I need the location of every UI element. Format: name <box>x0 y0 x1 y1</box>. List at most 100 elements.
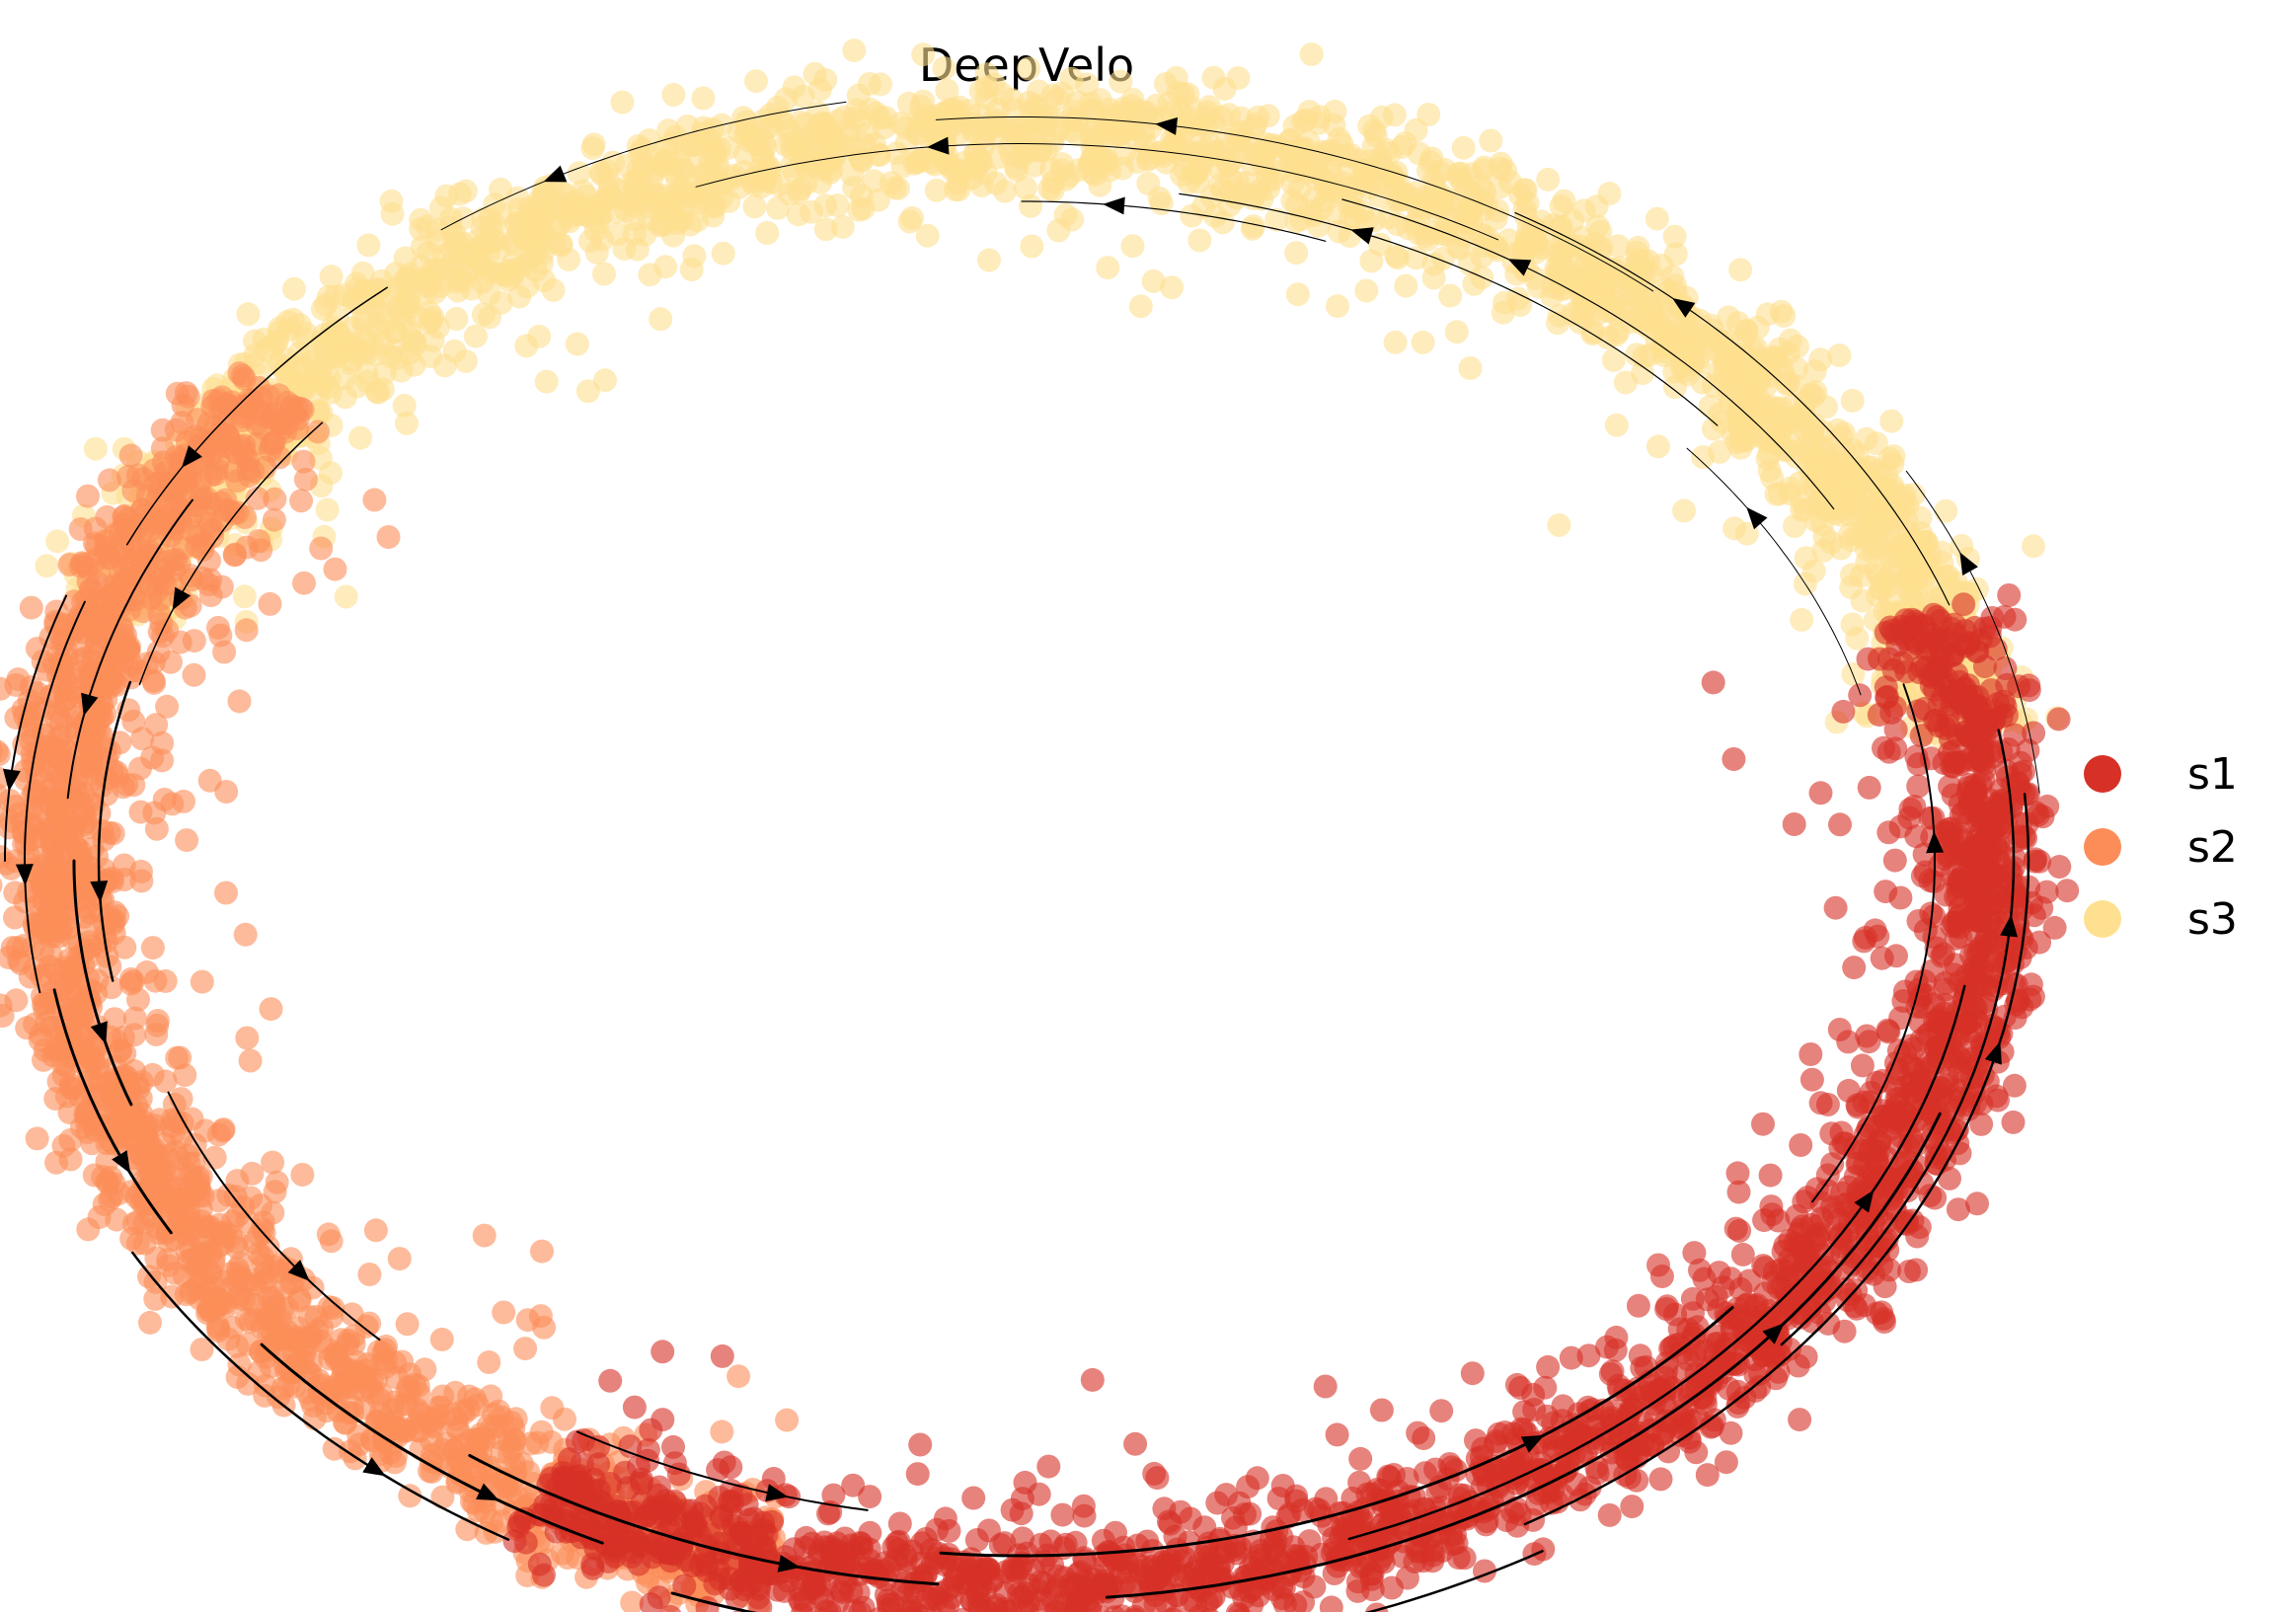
point-s2 <box>183 1180 207 1204</box>
point-s3 <box>911 89 936 114</box>
point-s3 <box>268 351 292 376</box>
point-s3 <box>1492 290 1517 315</box>
point-s1 <box>1123 1431 1148 1456</box>
point-s3 <box>1541 213 1566 237</box>
point-s2 <box>93 535 117 560</box>
point-s3 <box>665 168 690 192</box>
point-s3 <box>1831 491 1856 515</box>
point-s3 <box>565 332 589 356</box>
point-s2 <box>253 1262 277 1285</box>
point-s3 <box>393 246 418 270</box>
point-s3 <box>567 161 591 186</box>
point-s3 <box>514 230 538 255</box>
point-s2 <box>259 997 283 1022</box>
point-s3 <box>1878 589 1902 614</box>
point-s3 <box>35 554 59 578</box>
point-s1 <box>1319 1595 1343 1612</box>
point-s2 <box>309 536 334 561</box>
point-s3 <box>425 315 450 340</box>
point-s1 <box>622 1395 647 1420</box>
point-s3 <box>1235 171 1260 194</box>
point-s2 <box>19 595 43 620</box>
point-s3 <box>1357 114 1382 138</box>
point-s3 <box>463 324 488 348</box>
point-s3 <box>1096 256 1120 280</box>
point-s3 <box>466 228 491 253</box>
point-s1 <box>710 1343 734 1368</box>
point-s2 <box>197 1262 221 1285</box>
point-s2 <box>74 809 99 834</box>
point-s3 <box>661 83 686 107</box>
point-s3 <box>977 248 1001 272</box>
point-s3 <box>800 199 824 224</box>
point-s3 <box>1147 186 1172 210</box>
point-s3 <box>999 88 1024 113</box>
point-s2 <box>98 1188 122 1212</box>
point-s2 <box>306 420 330 444</box>
point-s2 <box>236 448 261 473</box>
point-s3 <box>379 189 404 213</box>
point-s3 <box>1285 282 1310 307</box>
point-s3 <box>1549 193 1573 218</box>
point-s3 <box>392 393 417 418</box>
point-s3 <box>474 262 498 286</box>
point-s3 <box>268 316 292 341</box>
point-s3 <box>514 334 539 358</box>
point-s3 <box>1892 483 1917 507</box>
point-s3 <box>1645 206 1669 231</box>
point-s2 <box>145 1009 170 1033</box>
point-s3 <box>1631 249 1655 273</box>
point-s2 <box>360 1428 385 1453</box>
point-s3 <box>83 436 108 461</box>
point-s2 <box>44 1150 68 1175</box>
point-s3 <box>510 254 535 278</box>
point-s3 <box>1046 218 1071 243</box>
point-s2 <box>203 462 228 487</box>
point-s2 <box>138 1310 162 1335</box>
point-s3 <box>935 78 959 103</box>
point-s3 <box>534 369 559 394</box>
point-s2 <box>121 583 146 608</box>
point-s3 <box>744 69 768 94</box>
point-s2 <box>492 1300 516 1325</box>
point-s1 <box>1997 583 2022 607</box>
point-s2 <box>263 487 287 511</box>
point-s3 <box>419 345 442 368</box>
point-s3 <box>558 209 582 234</box>
point-s2 <box>513 1337 538 1361</box>
point-s3 <box>517 195 542 220</box>
point-s3 <box>1812 524 1837 549</box>
point-s3 <box>759 115 783 138</box>
point-s3 <box>974 62 999 87</box>
point-s3 <box>429 195 453 220</box>
point-s2 <box>99 1165 123 1190</box>
point-s3 <box>1421 266 1446 290</box>
point-s3 <box>1662 224 1687 249</box>
point-s2 <box>265 1170 289 1194</box>
point-s2 <box>68 517 93 541</box>
point-s3 <box>1199 185 1224 209</box>
point-s3 <box>409 217 433 241</box>
point-s2 <box>258 438 282 463</box>
point-s3 <box>1540 283 1564 308</box>
point-s3 <box>1814 395 1838 420</box>
point-s3 <box>333 385 357 410</box>
point-s1 <box>1080 1367 1105 1392</box>
point-s3 <box>1432 158 1457 182</box>
point-s3 <box>1458 356 1483 380</box>
point-s3 <box>1256 104 1280 128</box>
point-s2 <box>342 1324 366 1348</box>
point-s2 <box>212 640 237 664</box>
point-s1 <box>1789 1133 1813 1157</box>
point-s3 <box>1411 330 1435 354</box>
point-s3 <box>691 86 716 111</box>
point-s2 <box>289 489 314 513</box>
point-s3 <box>1017 56 1041 81</box>
point-s2 <box>457 1384 482 1409</box>
point-s3 <box>1840 612 1865 637</box>
point-s3 <box>393 268 417 292</box>
point-s3 <box>1950 534 1974 558</box>
point-s3 <box>1831 422 1856 445</box>
point-s2 <box>215 423 240 448</box>
point-s3 <box>1783 514 1806 538</box>
